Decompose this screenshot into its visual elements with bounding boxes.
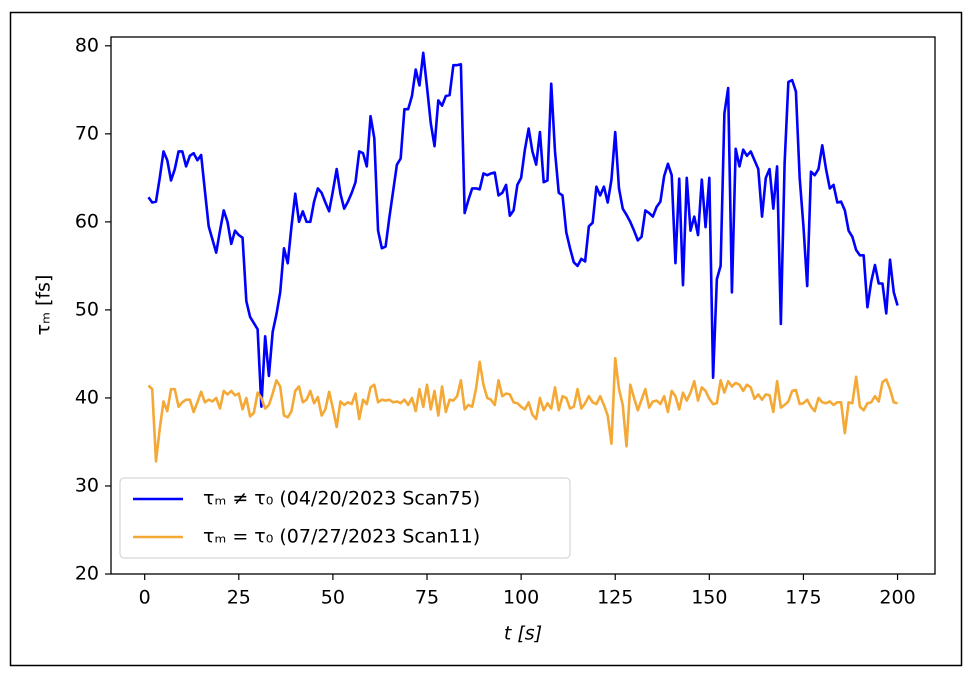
y-tick-label: 70: [75, 122, 99, 144]
data-line: [147, 357, 898, 463]
legend-box: [119, 477, 571, 559]
x-tick-label: 75: [415, 587, 439, 609]
x-tick-label: 0: [139, 587, 151, 609]
x-tick-label: 100: [503, 587, 539, 609]
frame: [9, 11, 963, 667]
legend-label: τₘ = τ₀ (07/27/2023 Scan11): [203, 526, 480, 548]
x-tick-label: 175: [785, 587, 821, 609]
x-tick-label: 150: [691, 587, 727, 609]
x-tick-label: 25: [227, 587, 251, 609]
y-tick-label: 40: [75, 386, 99, 408]
legend-label: τₘ ≠ τ₀ (04/20/2023 Scan75): [203, 488, 480, 510]
y-tick-label: 30: [75, 474, 99, 496]
y-tick-label: 80: [75, 34, 99, 56]
data-line: [147, 51, 899, 409]
x-tick-label: 200: [879, 587, 915, 609]
y-tick-label: 50: [75, 298, 99, 320]
plot-area: [110, 36, 936, 575]
x-tick-label: 125: [597, 587, 633, 609]
y-axis-label: τₘ [fs]: [33, 275, 55, 336]
x-axis-label: t [s]: [504, 623, 542, 645]
x-tick-label: 50: [321, 587, 345, 609]
y-tick-label: 20: [75, 563, 99, 585]
y-tick-label: 60: [75, 210, 99, 232]
